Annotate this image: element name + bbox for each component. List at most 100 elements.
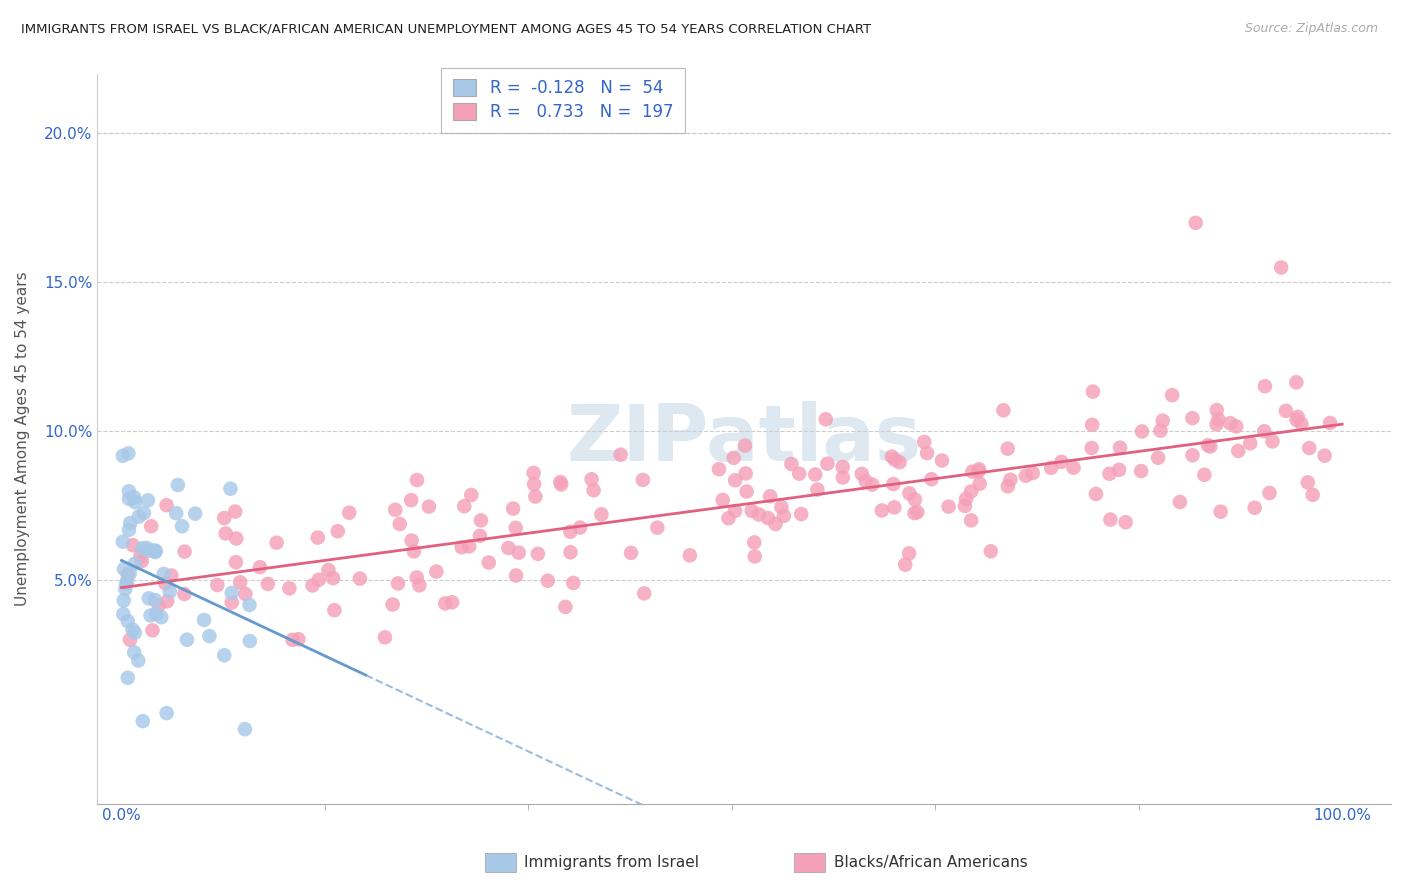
Point xyxy=(138,543,160,558)
Point xyxy=(207,578,229,592)
Point xyxy=(920,472,942,486)
Point xyxy=(214,648,236,663)
Point xyxy=(591,508,613,522)
Point xyxy=(1115,515,1137,529)
Point xyxy=(759,489,782,503)
Point xyxy=(141,519,163,533)
Point xyxy=(1130,464,1153,478)
Point xyxy=(225,532,247,546)
Point xyxy=(458,540,481,554)
Point xyxy=(1081,417,1104,432)
Point xyxy=(156,706,179,720)
Point xyxy=(229,575,252,590)
Point xyxy=(1022,466,1045,480)
Text: Source: ZipAtlas.com: Source: ZipAtlas.com xyxy=(1244,22,1378,36)
Point xyxy=(120,516,142,530)
Point xyxy=(170,519,193,533)
Point xyxy=(915,446,938,460)
Point xyxy=(967,462,990,476)
Point xyxy=(744,549,766,564)
Point xyxy=(1225,419,1247,434)
Point xyxy=(502,501,524,516)
Point xyxy=(114,582,136,596)
Point xyxy=(318,563,340,577)
Point xyxy=(117,567,139,582)
Point xyxy=(1081,384,1104,399)
Point xyxy=(765,516,787,531)
Point xyxy=(1040,460,1063,475)
Point xyxy=(1015,468,1038,483)
Point xyxy=(770,500,793,514)
Legend: R =  -0.128   N =  54, R =   0.733   N =  197: R = -0.128 N = 54, R = 0.733 N = 197 xyxy=(441,68,685,133)
Point xyxy=(1208,412,1230,426)
Point xyxy=(139,608,162,623)
Point xyxy=(148,599,170,613)
Point xyxy=(1285,413,1308,427)
Point xyxy=(322,571,344,585)
Point xyxy=(418,500,440,514)
Point xyxy=(112,593,135,607)
Point xyxy=(384,503,406,517)
Point xyxy=(717,511,740,525)
Point xyxy=(953,499,976,513)
Point xyxy=(707,462,730,476)
Point xyxy=(1108,463,1130,477)
Point xyxy=(898,546,921,560)
Point xyxy=(1184,216,1206,230)
Point xyxy=(523,466,546,480)
Point xyxy=(122,491,145,505)
Point xyxy=(724,504,747,518)
Point xyxy=(931,453,953,467)
Point xyxy=(173,544,195,558)
Point xyxy=(1286,409,1309,424)
Point xyxy=(1149,424,1171,438)
Point xyxy=(143,545,166,559)
Point xyxy=(806,483,828,497)
Point xyxy=(938,500,960,514)
Point xyxy=(450,541,472,555)
Point xyxy=(281,632,304,647)
Point xyxy=(1243,500,1265,515)
Point xyxy=(1000,473,1022,487)
Point xyxy=(349,572,371,586)
Point xyxy=(756,511,779,525)
Point xyxy=(997,442,1019,456)
Point xyxy=(1197,438,1219,452)
Point xyxy=(152,566,174,581)
Point xyxy=(127,654,149,668)
Point xyxy=(505,568,527,582)
Point xyxy=(724,473,747,487)
Point xyxy=(904,492,927,507)
Point xyxy=(176,632,198,647)
Point xyxy=(1181,448,1204,462)
Point xyxy=(550,475,572,489)
Point xyxy=(401,533,423,548)
Point xyxy=(122,645,145,659)
Point xyxy=(145,544,167,558)
Point xyxy=(326,524,349,539)
Point xyxy=(711,492,734,507)
Point xyxy=(882,477,904,491)
Point xyxy=(160,568,183,582)
Y-axis label: Unemployment Among Ages 45 to 54 years: Unemployment Among Ages 45 to 54 years xyxy=(15,271,30,606)
Point xyxy=(129,549,152,563)
Point xyxy=(117,671,139,685)
Point xyxy=(880,450,903,464)
Point xyxy=(121,538,143,552)
Point xyxy=(1168,495,1191,509)
Point xyxy=(735,484,758,499)
Point xyxy=(143,543,166,558)
Point xyxy=(1109,441,1132,455)
Point xyxy=(1253,424,1275,438)
Point xyxy=(402,544,425,558)
Point xyxy=(1227,444,1250,458)
Point xyxy=(128,509,150,524)
Point xyxy=(159,584,181,599)
Point xyxy=(138,591,160,606)
Point xyxy=(468,529,491,543)
Point xyxy=(1080,441,1102,455)
Point xyxy=(307,531,329,545)
Point xyxy=(233,722,256,736)
Point xyxy=(165,506,187,520)
Point xyxy=(905,505,928,519)
